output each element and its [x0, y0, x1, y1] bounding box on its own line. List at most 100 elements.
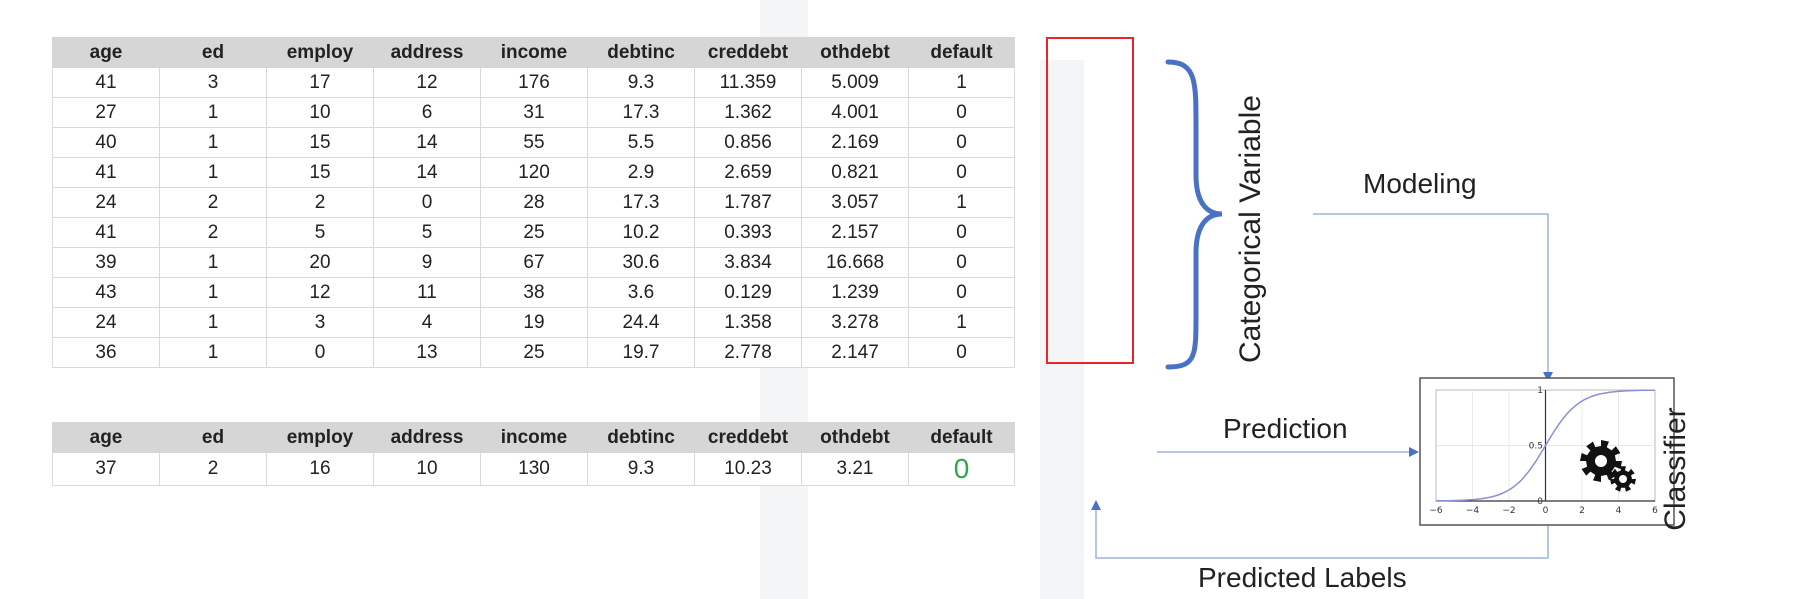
predicted-labels-arrow: [1091, 500, 1549, 559]
table-cell-address: 0: [373, 187, 481, 218]
table-cell-age: 37: [52, 452, 160, 486]
categorical-variable-label: Categorical Variable: [1234, 95, 1267, 363]
table-cell-income: 28: [480, 187, 588, 218]
column-header-othdebt: othdebt: [801, 37, 909, 68]
table-cell-address: 9: [373, 247, 481, 278]
default-column-highlight: [1046, 37, 1134, 364]
table-cell-ed: 1: [159, 277, 267, 308]
table-cell-creddebt: 0.129: [694, 277, 802, 308]
table-cell-address: 5: [373, 217, 481, 248]
table-cell-income: 38: [480, 277, 588, 308]
table-cell-default: 0: [908, 337, 1015, 368]
table-cell-ed: 1: [159, 337, 267, 368]
table-cell-income: 19: [480, 307, 588, 338]
column-header-employ: employ: [266, 37, 374, 68]
table-cell-othdebt: 4.001: [801, 97, 909, 128]
table-cell-age: 41: [52, 217, 160, 248]
column-header-income: income: [480, 422, 588, 453]
x-tick-label: 6: [1652, 506, 1658, 516]
column-header-debtinc: debtinc: [587, 37, 695, 68]
table-cell-address: 12: [373, 67, 481, 98]
new-data-table: age ed employ address income debtinc creddebt o…: [52, 422, 1015, 486]
y-tick-label: 0: [1537, 497, 1543, 507]
column-header-address: address: [373, 37, 481, 68]
table-cell-address: 14: [373, 127, 481, 158]
table-cell-income: 130: [480, 452, 588, 486]
table-cell-age: 39: [52, 247, 160, 278]
table-row: 37 2 16 10 130 9.3 10.23 3.21 0: [52, 452, 1015, 486]
table-cell-income: 120: [480, 157, 588, 188]
table-row: 43 1 12 11 38 3.6 0.129 1.239 0: [52, 277, 1015, 308]
column-header-ed: ed: [159, 37, 267, 68]
table-cell-default: 0: [908, 97, 1015, 128]
sigmoid-curve: [1436, 389, 1655, 502]
table-cell-othdebt: 3.21: [801, 452, 909, 486]
table-cell-address: 13: [373, 337, 481, 368]
table-cell-ed: 1: [159, 127, 267, 158]
table-row: 40 1 15 14 55 5.5 0.856 2.169 0: [52, 127, 1015, 158]
table-row: 36 1 0 13 25 19.7 2.778 2.147 0: [52, 337, 1015, 368]
table-cell-income: 25: [480, 217, 588, 248]
table-cell-employ: 20: [266, 247, 374, 278]
table-row: 24 1 3 4 19 24.4 1.358 3.278 1: [52, 307, 1015, 338]
table-cell-income: 176: [480, 67, 588, 98]
table-cell-ed: 1: [159, 157, 267, 188]
table-cell-default: 1: [908, 307, 1015, 338]
table-cell-debtinc: 2.9: [587, 157, 695, 188]
table-cell-debtinc: 30.6: [587, 247, 695, 278]
table-cell-employ: 12: [266, 277, 374, 308]
table-cell-creddebt: 2.778: [694, 337, 802, 368]
table-cell-address: 14: [373, 157, 481, 188]
table-cell-employ: 15: [266, 157, 374, 188]
column-header-income: income: [480, 37, 588, 68]
x-tick-label: 0: [1543, 506, 1549, 516]
table-cell-default: 0: [908, 127, 1015, 158]
table-cell-ed: 2: [159, 217, 267, 248]
table-cell-othdebt: 0.821: [801, 157, 909, 188]
table-cell-creddebt: 1.787: [694, 187, 802, 218]
table-cell-debtinc: 10.2: [587, 217, 695, 248]
table-cell-ed: 3: [159, 67, 267, 98]
table-cell-default: 0: [908, 217, 1015, 248]
table-cell-debtinc: 17.3: [587, 187, 695, 218]
table-cell-debtinc: 24.4: [587, 307, 695, 338]
column-header-employ: employ: [266, 422, 374, 453]
table-cell-income: 67: [480, 247, 588, 278]
column-header-address: address: [373, 422, 481, 453]
column-header-default: default: [908, 37, 1015, 68]
modeling-arrow: [1313, 213, 1553, 382]
x-tick-label: 2: [1579, 506, 1585, 516]
table-cell-employ: 15: [266, 127, 374, 158]
table-cell-employ: 5: [266, 217, 374, 248]
table-cell-address: 6: [373, 97, 481, 128]
table-cell-creddebt: 0.856: [694, 127, 802, 158]
table-cell-default: 1: [908, 187, 1015, 218]
table-header-row: age ed employ address income debtinc creddebt o…: [52, 422, 1015, 453]
table-cell-creddebt: 1.358: [694, 307, 802, 338]
column-header-default: default: [908, 422, 1015, 453]
table-cell-debtinc: 19.7: [587, 337, 695, 368]
predicted-labels-label: Predicted Labels: [1198, 562, 1407, 593]
table-cell-income: 25: [480, 337, 588, 368]
table-cell-employ: 3: [266, 307, 374, 338]
x-tick-label: −2: [1502, 506, 1515, 516]
table-cell-age: 24: [52, 307, 160, 338]
table-row: 24 2 2 0 28 17.3 1.787 3.057 1: [52, 187, 1015, 218]
table-cell-ed: 2: [159, 452, 267, 486]
table-cell-othdebt: 2.147: [801, 337, 909, 368]
column-header-othdebt: othdebt: [801, 422, 909, 453]
column-header-ed: ed: [159, 422, 267, 453]
column-header-age: age: [52, 37, 160, 68]
predicted-default-value: 0: [908, 452, 1015, 486]
gears-icon: [1580, 440, 1636, 492]
table-cell-employ: 0: [266, 337, 374, 368]
table-cell-address: 11: [373, 277, 481, 308]
table-cell-address: 4: [373, 307, 481, 338]
table-cell-othdebt: 16.668: [801, 247, 909, 278]
column-header-debtinc: debtinc: [587, 422, 695, 453]
table-cell-debtinc: 9.3: [587, 67, 695, 98]
y-tick-label: 1: [1537, 386, 1543, 396]
